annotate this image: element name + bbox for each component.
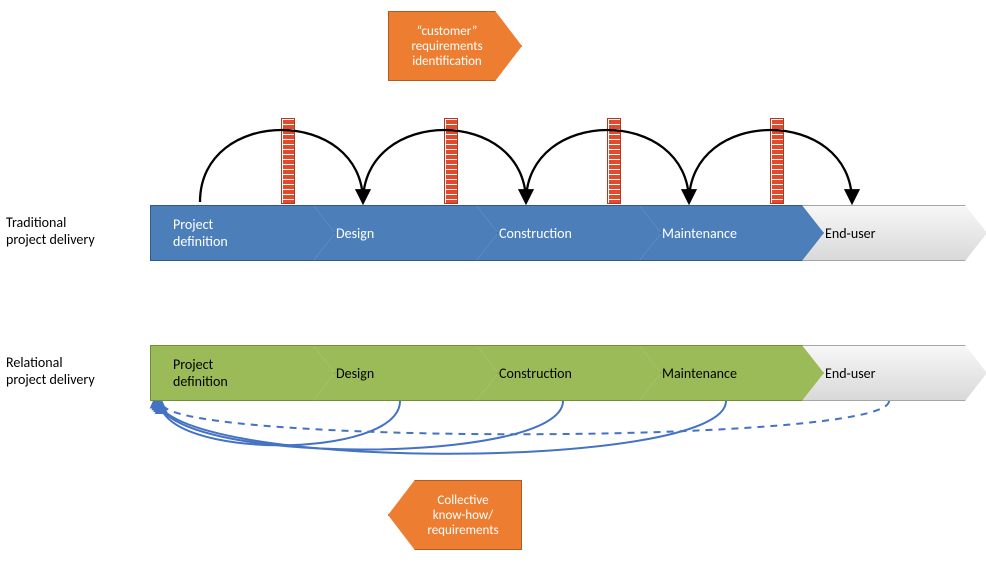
wall-icon	[281, 118, 295, 204]
chevron-rel-end-user: End-user	[802, 345, 986, 401]
chevron-trad-design: Design	[313, 205, 498, 261]
wall-icon	[607, 118, 621, 204]
chevron-trad-project-definition: Project definition	[150, 205, 335, 261]
chevron-rel-construction: Construction	[476, 345, 661, 401]
chevron-rel-maintenance: Maintenance	[639, 345, 824, 401]
row-label-relational: Relational project delivery	[6, 355, 136, 389]
chevron-rel-design: Design	[313, 345, 498, 401]
chevron-trad-end-user: End-user	[802, 205, 986, 261]
diagram-stage: Traditional project delivery Relational …	[0, 0, 986, 568]
chevron-rel-project-definition: Project definition	[150, 345, 335, 401]
row-label-traditional: Traditional project delivery	[6, 215, 136, 249]
chevron-trad-maintenance: Maintenance	[639, 205, 824, 261]
wall-icon	[770, 118, 784, 204]
callout-collective-knowhow: Collective know-how/ requirements	[388, 480, 522, 550]
chevron-trad-construction: Construction	[476, 205, 661, 261]
wall-icon	[444, 118, 458, 204]
callout-customer-requirements: “customer” requirements identification	[388, 11, 522, 81]
